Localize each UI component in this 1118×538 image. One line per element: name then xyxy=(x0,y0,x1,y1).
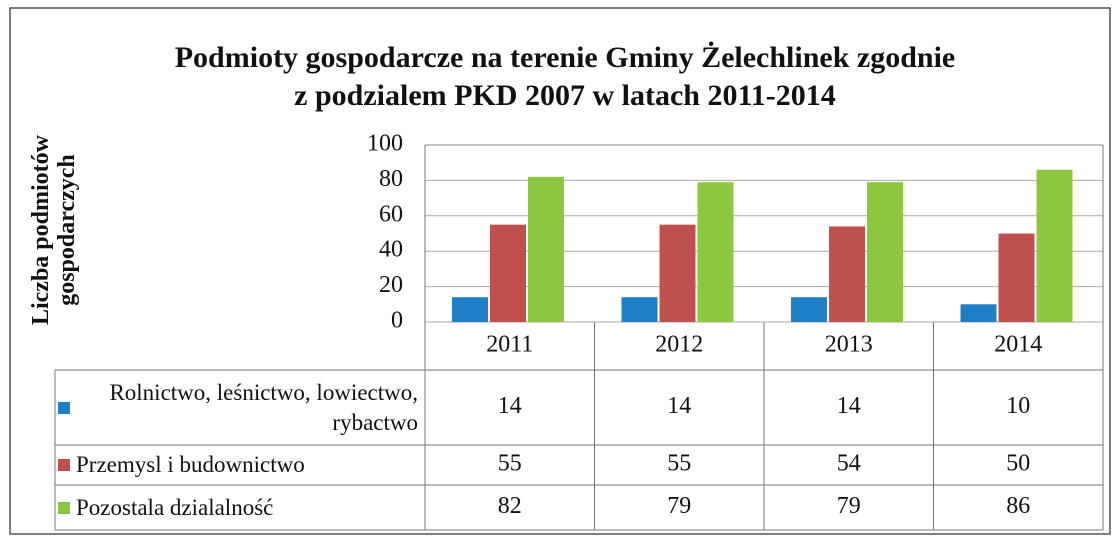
y-tick-label: 0 xyxy=(391,308,403,334)
bar xyxy=(1036,169,1073,322)
bar xyxy=(659,224,696,322)
table-value: 86 xyxy=(1006,493,1030,519)
legend-label: Pozostala dzialalność xyxy=(76,494,274,520)
frame xyxy=(9,7,1111,535)
bar xyxy=(867,182,903,322)
table-value: 82 xyxy=(498,493,522,519)
legend-key xyxy=(58,501,70,514)
x-tick-label: 2011 xyxy=(486,332,533,358)
bar xyxy=(791,297,827,322)
y-tick-label: 60 xyxy=(379,201,403,227)
x-tick-label: 2012 xyxy=(655,332,703,358)
legend-entry: Pozostala dzialalność xyxy=(58,485,418,530)
bar xyxy=(829,226,865,322)
table-value: 14 xyxy=(667,393,691,419)
bar xyxy=(528,176,564,322)
y-tick-label: 20 xyxy=(379,272,403,298)
table-value: 50 xyxy=(1006,451,1030,477)
legend-label: Przemysl i budownictwo xyxy=(76,452,305,477)
legend-label: Rolnictwo, leśnictwo, lowiectwo, rybactw… xyxy=(109,379,418,435)
y-tick-label: 100 xyxy=(367,131,403,157)
table-value: 14 xyxy=(837,393,861,419)
legend-entry: Rolnictwo, leśnictwo, lowiectwo, rybactw… xyxy=(58,370,418,445)
table-value: 55 xyxy=(667,451,691,477)
bar xyxy=(621,297,658,322)
x-tick-label: 2014 xyxy=(994,332,1042,358)
y-tick-label: 40 xyxy=(379,237,403,263)
bar xyxy=(452,297,488,322)
table-value: 14 xyxy=(498,393,522,419)
table-value: 54 xyxy=(837,451,861,477)
legend-entry: Przemysl i budownictwo xyxy=(58,445,418,485)
table-value: 79 xyxy=(667,493,691,519)
table-value: 79 xyxy=(837,493,861,519)
bar xyxy=(697,182,734,322)
y-tick-label: 80 xyxy=(379,166,403,192)
bar xyxy=(490,224,526,322)
table-value: 10 xyxy=(1006,393,1030,419)
legend-key xyxy=(58,401,70,414)
bar xyxy=(960,304,997,322)
table-value: 55 xyxy=(498,451,522,477)
x-tick-label: 2013 xyxy=(825,332,873,358)
bar xyxy=(998,233,1035,322)
legend-key xyxy=(58,459,70,471)
chart-title: Podmioty gospodarcze na terenie Gminy Że… xyxy=(175,41,956,74)
chart-title: z podzialem PKD 2007 w latach 2011-2014 xyxy=(294,79,836,112)
y-axis-label: Liczba podmiotów gospodarczych xyxy=(28,135,80,326)
